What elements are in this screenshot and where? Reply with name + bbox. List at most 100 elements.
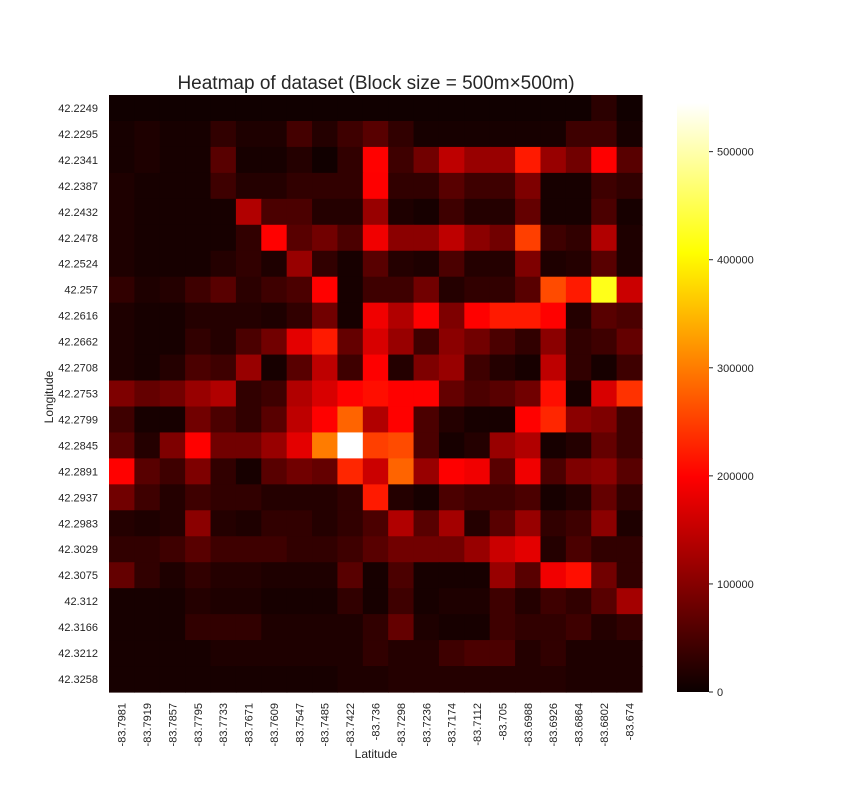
- heatmap-cell: [362, 146, 389, 174]
- heatmap-cell: [312, 666, 339, 693]
- heatmap-cell: [565, 224, 592, 252]
- heatmap-cell: [540, 588, 567, 615]
- heatmap-cell: [515, 120, 542, 148]
- heatmap-cell: [337, 536, 364, 563]
- heatmap-cell: [413, 562, 440, 589]
- heatmap-cell: [134, 484, 161, 511]
- y-tick-label: 42.2799: [58, 414, 98, 426]
- heatmap-cell: [388, 406, 415, 434]
- heatmap-cell: [210, 588, 237, 615]
- heatmap-cell: [540, 562, 567, 589]
- heatmap-cell: [210, 146, 237, 174]
- heatmap-cell: [616, 120, 643, 148]
- y-tick-label: 42.2524: [58, 259, 98, 271]
- heatmap-cell: [185, 146, 212, 174]
- heatmap-cell: [413, 95, 440, 122]
- heatmap-cell: [413, 432, 440, 459]
- heatmap-cell: [134, 562, 161, 589]
- heatmap-cell: [185, 406, 212, 434]
- heatmap-cell: [540, 328, 567, 356]
- heatmap-cell: [565, 172, 592, 200]
- heatmap-cell: [591, 640, 618, 667]
- heatmap-cell: [540, 198, 567, 226]
- x-axis-label: Latitude: [355, 747, 398, 761]
- heatmap-cell: [185, 640, 212, 667]
- heatmap-cell: [515, 380, 542, 408]
- heatmap-cell: [362, 380, 389, 408]
- heatmap-cell: [185, 614, 212, 641]
- heatmap-cell: [210, 198, 237, 226]
- heatmap-cell: [438, 198, 465, 226]
- heatmap-cell: [185, 198, 212, 226]
- heatmap-cell: [464, 354, 491, 382]
- heatmap-cell: [261, 562, 288, 589]
- x-tick-label: -83.7174: [447, 703, 459, 746]
- heatmap-cell: [286, 432, 313, 459]
- heatmap-cell: [134, 666, 161, 693]
- heatmap-cell: [413, 250, 440, 278]
- heatmap-cell: [489, 666, 516, 693]
- heatmap-cell: [515, 614, 542, 641]
- heatmap-cell: [413, 276, 440, 304]
- y-tick-label: 42.2478: [58, 233, 98, 245]
- heatmap-cell: [134, 198, 161, 226]
- heatmap-cell: [489, 484, 516, 511]
- heatmap-cell: [565, 354, 592, 382]
- heatmap-cell: [616, 380, 643, 408]
- heatmap-cell: [464, 380, 491, 408]
- heatmap-cell: [540, 432, 567, 459]
- heatmap-cell: [235, 198, 262, 226]
- heatmap-cell: [464, 458, 491, 485]
- heatmap-cell: [362, 588, 389, 615]
- heatmap-cell: [362, 250, 389, 278]
- heatmap-cell: [235, 172, 262, 200]
- heatmap-cell: [616, 510, 643, 537]
- heatmap-cell: [591, 328, 618, 356]
- heatmap-cell: [312, 562, 339, 589]
- heatmap-cell: [388, 95, 415, 122]
- heatmap-cell: [591, 380, 618, 408]
- heatmap-cell: [210, 640, 237, 667]
- heatmap-cell: [286, 198, 313, 226]
- heatmap-cell: [337, 380, 364, 408]
- heatmap-cell: [413, 406, 440, 434]
- heatmap-cell: [134, 172, 161, 200]
- heatmap-cell: [489, 250, 516, 278]
- heatmap-cell: [235, 484, 262, 511]
- heatmap-cell: [312, 250, 339, 278]
- heatmap-cell: [591, 666, 618, 693]
- heatmap-cell: [134, 224, 161, 252]
- heatmap-cell: [134, 588, 161, 615]
- heatmap-cell: [185, 250, 212, 278]
- heatmap-cell: [591, 250, 618, 278]
- heatmap-cell: [210, 224, 237, 252]
- heatmap-cell: [235, 120, 262, 148]
- heatmap-cell: [565, 458, 592, 485]
- heatmap-cell: [210, 276, 237, 304]
- heatmap-cell: [185, 302, 212, 330]
- heatmap-cell: [312, 172, 339, 200]
- heatmap-cell: [438, 250, 465, 278]
- x-tick-label: -83.7298: [396, 703, 408, 746]
- heatmap-cell: [134, 432, 161, 459]
- heatmap-cell: [388, 120, 415, 148]
- heatmap-cell: [515, 484, 542, 511]
- heatmap-cell: [210, 666, 237, 693]
- heatmap-cell: [109, 276, 135, 304]
- heatmap-cell: [565, 640, 592, 667]
- heatmap-cell: [388, 146, 415, 174]
- heatmap-cell: [159, 224, 186, 252]
- heatmap-cell: [109, 562, 135, 589]
- y-tick-label: 42.3075: [58, 570, 98, 582]
- heatmap-cell: [286, 510, 313, 537]
- heatmap-cell: [616, 172, 643, 200]
- heatmap-cell: [591, 588, 618, 615]
- heatmap-cell: [464, 614, 491, 641]
- x-tick-label: -83.7609: [269, 703, 281, 746]
- heatmap-cell: [591, 354, 618, 382]
- heatmap-cell: [565, 95, 592, 122]
- heatmap-cell: [540, 120, 567, 148]
- heatmap-cell: [438, 276, 465, 304]
- heatmap-cell: [616, 276, 643, 304]
- heatmap-cell: [134, 614, 161, 641]
